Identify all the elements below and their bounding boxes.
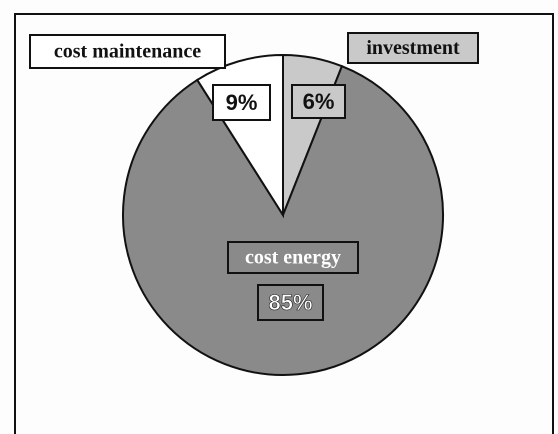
value-label: 9% bbox=[226, 90, 258, 115]
value-box bbox=[212, 84, 271, 121]
frame bbox=[14, 13, 554, 434]
value-box bbox=[291, 84, 346, 119]
category-label: investment bbox=[366, 37, 460, 59]
value-label: 6% bbox=[303, 89, 335, 114]
category-label: cost maintenance bbox=[54, 41, 201, 63]
labels: investment 6% cost energy 85% cost maintenan… bbox=[29, 32, 479, 321]
value-box bbox=[257, 284, 324, 321]
label-box bbox=[347, 32, 479, 64]
pie bbox=[122, 53, 444, 376]
value-label: 85% bbox=[268, 290, 312, 315]
label-box bbox=[29, 34, 226, 69]
pie-slice bbox=[122, 64, 444, 376]
category-label: cost energy bbox=[245, 247, 341, 269]
label-box bbox=[227, 241, 359, 274]
